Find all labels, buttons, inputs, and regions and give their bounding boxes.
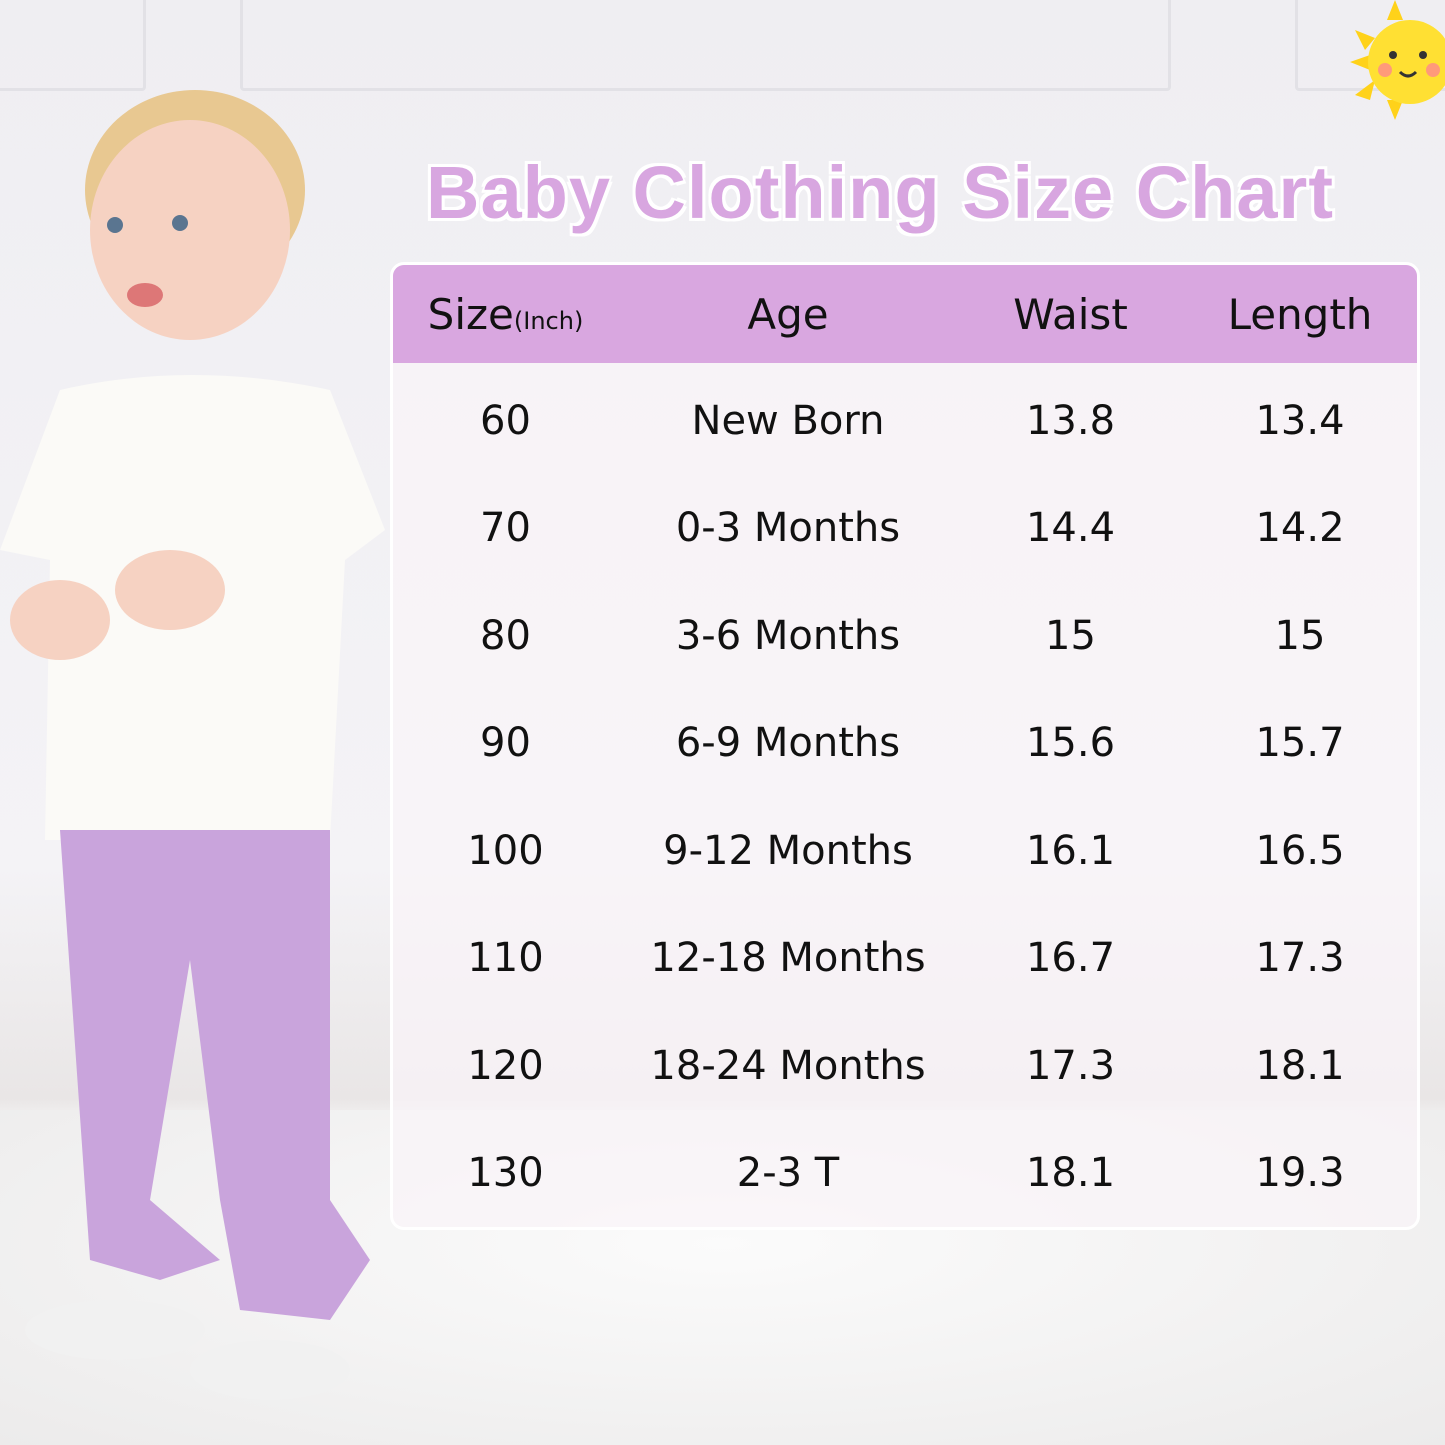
cell-length: 15.7	[1255, 720, 1345, 767]
table-body: 60 New Born 13.8 13.4 70 0-3 Months 14.4 14.2 80…	[393, 363, 1417, 1227]
cell-size: 120	[467, 1042, 544, 1089]
cell-size: 60	[480, 397, 531, 444]
cell-age: 18-24 Months	[650, 1042, 926, 1089]
cell-waist: 16.1	[1025, 827, 1116, 874]
sun-icon	[1350, 0, 1445, 120]
cell-age: 0-3 Months	[675, 505, 901, 552]
wall-panel	[240, 0, 1171, 91]
cell-size: 90	[480, 720, 531, 767]
cell-size: 130	[467, 1150, 544, 1197]
cell-age: 9-12 Months	[663, 827, 913, 874]
cell-length: 16.5	[1255, 827, 1345, 874]
table-row: 130 2-3 T 18.1 19.3	[393, 1120, 1417, 1228]
header-size: Size(Inch)	[393, 290, 618, 339]
cell-waist: 18.1	[1025, 1150, 1116, 1197]
cell-age: New Born	[691, 397, 885, 444]
cell-size: 70	[480, 505, 531, 552]
header-size-label: Size	[427, 289, 514, 339]
header-age: Age	[747, 289, 829, 339]
cell-waist: 15.6	[1025, 720, 1116, 767]
cell-waist: 14.4	[1025, 505, 1116, 552]
cell-waist: 13.8	[1025, 397, 1116, 444]
wall-panel	[0, 0, 146, 91]
table-row: 60 New Born 13.8 13.4	[393, 367, 1417, 475]
header-size-unit: (Inch)	[513, 306, 584, 335]
cell-length: 14.2	[1255, 505, 1345, 552]
cell-waist: 17.3	[1025, 1042, 1116, 1089]
cell-waist: 15	[1045, 612, 1096, 659]
baby-photo	[0, 90, 385, 1400]
cell-length: 17.3	[1255, 935, 1345, 982]
size-chart-table: Size(Inch) Age Waist Length 60 New Born 13…	[390, 262, 1420, 1230]
cell-length: 15	[1274, 612, 1326, 659]
cell-age: 2-3 T	[736, 1150, 840, 1197]
table-row: 90 6-9 Months 15.6 15.7	[393, 690, 1417, 798]
cell-length: 18.1	[1255, 1042, 1345, 1089]
header-length: Length	[1227, 289, 1373, 339]
table-row: 70 0-3 Months 14.4 14.2	[393, 475, 1417, 583]
cell-waist: 16.7	[1025, 935, 1116, 982]
cell-size: 80	[480, 612, 531, 659]
cell-size: 110	[467, 935, 544, 982]
table-row: 80 3-6 Months 15 15	[393, 582, 1417, 690]
cell-age: 3-6 Months	[675, 612, 901, 659]
table-row: 100 9-12 Months 16.1 16.5	[393, 797, 1417, 905]
cell-length: 19.3	[1255, 1150, 1345, 1197]
cell-age: 12-18 Months	[650, 935, 926, 982]
table-header: Size(Inch) Age Waist Length	[393, 265, 1417, 363]
chart-title: Baby Clothing Size Chart	[426, 151, 1334, 234]
table-row: 110 12-18 Months 16.7 17.3	[393, 905, 1417, 1013]
cell-age: 6-9 Months	[675, 720, 901, 767]
header-waist: Waist	[1013, 289, 1128, 339]
cell-size: 100	[467, 827, 544, 874]
cell-length: 13.4	[1255, 397, 1345, 444]
table-row: 120 18-24 Months 17.3 18.1	[393, 1012, 1417, 1120]
